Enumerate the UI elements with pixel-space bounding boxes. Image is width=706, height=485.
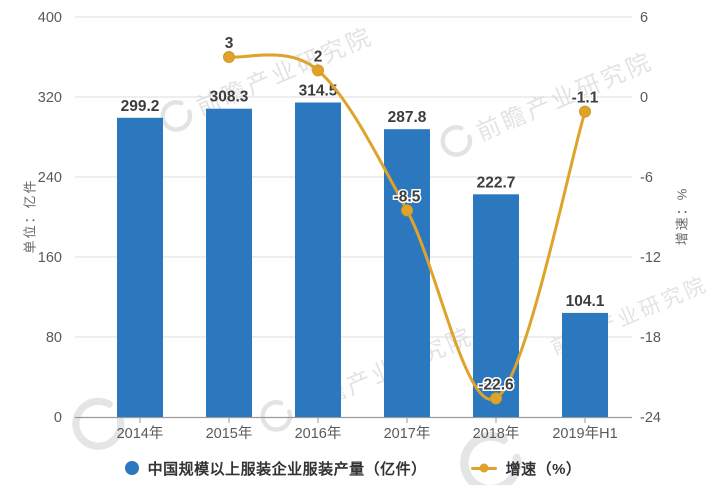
line-series-marker-icon	[470, 463, 497, 473]
bar-value-label: 222.7	[477, 174, 516, 191]
bar-2018年[interactable]	[473, 194, 519, 417]
left-axis-tick-label: 320	[38, 90, 62, 106]
x-axis-category-label: 2017年	[384, 425, 431, 442]
bar-2017年[interactable]	[384, 129, 430, 417]
bar-series-marker-icon	[124, 461, 139, 475]
right-axis-tick-label: -12	[640, 250, 661, 266]
bar-value-label: 308.3	[210, 89, 249, 106]
bar-value-label: 314.5	[299, 83, 338, 100]
line-value-label: 2	[314, 48, 323, 65]
bar-value-label: 299.2	[121, 98, 160, 115]
legend-label-growth: 增速（%）	[505, 460, 582, 478]
left-axis-tick-label: 0	[54, 410, 62, 426]
line-point[interactable]	[579, 105, 591, 118]
right-axis-tick-label: 6	[640, 10, 648, 26]
line-value-label: -22.6	[478, 376, 514, 393]
line-point[interactable]	[312, 64, 324, 77]
right-axis-tick-label: 0	[640, 90, 648, 106]
left-axis-tick-label: 240	[38, 170, 62, 186]
right-axis-tick-label: -18	[640, 330, 661, 346]
bar-value-label: 104.1	[566, 293, 605, 310]
bar-2019年H1[interactable]	[562, 312, 608, 417]
left-axis-title: 单位：亿件	[22, 178, 38, 254]
x-axis-category-label: 2014年	[117, 425, 164, 442]
legend-item-production[interactable]: 中国规模以上服装企业服装产量（亿件）	[124, 458, 427, 479]
bar-value-label: 287.8	[388, 109, 427, 126]
line-value-label: -8.5	[394, 188, 421, 205]
x-axis-category-label: 2015年	[206, 425, 253, 442]
line-value-label: -1.1	[572, 90, 599, 107]
legend-label-production: 中国规模以上服装企业服装产量（亿件）	[147, 460, 427, 478]
left-axis-tick-label: 400	[38, 10, 62, 26]
right-axis-tick-label: -6	[640, 170, 653, 186]
x-axis-category-label: 2018年	[473, 425, 520, 442]
x-axis-category-label: 2019年H1	[552, 425, 617, 442]
right-axis-tick-label: -24	[640, 410, 661, 426]
right-axis-title: 增速：%	[674, 186, 690, 246]
bar-2015年[interactable]	[206, 108, 252, 417]
growth-line	[228, 53, 587, 402]
legend: 中国规模以上服装企业服装产量（亿件） 增速（%）	[0, 455, 706, 481]
left-axis-tick-label: 160	[38, 250, 62, 266]
line-value-label: 3	[225, 35, 234, 52]
bar-2016年[interactable]	[295, 102, 341, 418]
line-point[interactable]	[401, 204, 413, 217]
legend-item-growth[interactable]: 增速（%）	[470, 458, 582, 479]
left-axis-tick-label: 80	[46, 330, 62, 346]
line-point[interactable]	[490, 392, 502, 405]
bar-2014年[interactable]	[117, 117, 163, 418]
line-point[interactable]	[223, 51, 235, 63]
x-axis-category-label: 2016年	[295, 425, 342, 442]
